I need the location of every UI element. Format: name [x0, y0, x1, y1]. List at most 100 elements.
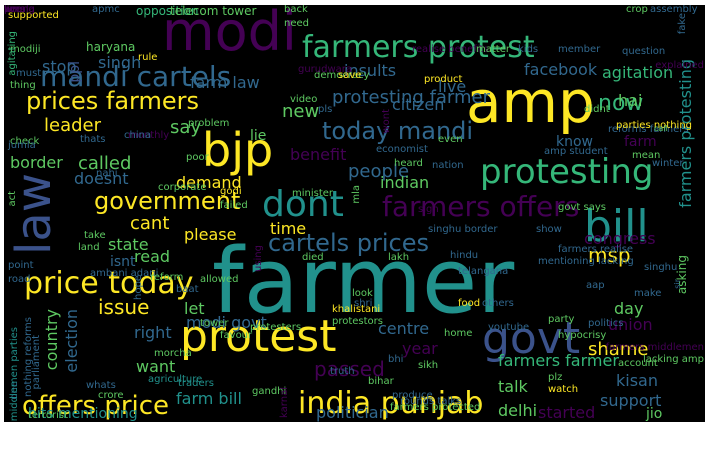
word: tower: [200, 318, 229, 329]
word: farm bill: [176, 389, 242, 408]
word: farmer: [212, 229, 515, 334]
word: kids: [518, 44, 539, 55]
word: sir: [673, 279, 682, 289]
word: lakh: [388, 252, 410, 263]
word: even: [438, 134, 463, 145]
word: call: [654, 124, 668, 133]
word: watch: [548, 384, 579, 395]
word: home: [444, 328, 473, 339]
word: state: [108, 235, 149, 254]
word: mentioning lacking: [538, 256, 634, 267]
word: indian: [380, 173, 430, 192]
word: election: [62, 309, 81, 373]
word: food: [458, 298, 481, 309]
word: problem: [188, 118, 230, 129]
word: farmers middlemen: [605, 342, 704, 353]
word: must: [16, 68, 42, 79]
word: corporate: [158, 182, 207, 193]
word: favour: [220, 330, 253, 341]
word: msp: [588, 243, 631, 267]
word: isnt: [110, 254, 136, 270]
word: india punjab: [298, 386, 484, 421]
word: lacking amp: [642, 354, 704, 365]
word: aap: [586, 280, 605, 291]
word: telangana: [458, 266, 509, 277]
word: parliament: [31, 335, 42, 390]
word: prices farmers: [26, 87, 199, 115]
word: failed: [220, 200, 248, 211]
word: supported: [8, 10, 59, 21]
word: dont: [262, 184, 344, 225]
word: shame: [588, 339, 649, 360]
word: today mandi: [322, 117, 474, 145]
word: khalistani: [332, 304, 381, 315]
word: wrong: [4, 5, 35, 15]
word: farmers protected: [390, 402, 481, 413]
word: using: [253, 245, 264, 273]
word: benefit: [290, 145, 347, 164]
word: member: [558, 44, 601, 55]
word: land: [78, 242, 100, 253]
word: now: [598, 91, 644, 116]
word: produce: [392, 390, 433, 401]
word: day: [614, 299, 644, 318]
word: centre: [378, 319, 430, 338]
word: please: [184, 225, 237, 244]
word: make: [634, 288, 662, 299]
word: singh: [98, 53, 142, 72]
word: baat: [176, 284, 199, 295]
word: take: [84, 230, 106, 241]
word: account: [618, 358, 658, 369]
word: govt says: [558, 202, 606, 213]
word: need: [284, 18, 309, 29]
word: crop: [626, 5, 648, 15]
word: read: [134, 247, 171, 266]
word: mean: [632, 150, 661, 161]
word: nation: [432, 160, 464, 171]
word: haryana: [86, 40, 136, 54]
word: reform: [150, 272, 184, 283]
word: truth: [330, 366, 355, 377]
word: facebook: [524, 60, 598, 79]
word: demand: [176, 173, 242, 192]
word: protest: [180, 311, 337, 362]
word: mla: [351, 185, 362, 204]
word: wont: [381, 109, 392, 134]
word: offers price: [22, 391, 170, 421]
word: parties nothing: [616, 120, 693, 131]
word: thing: [10, 80, 36, 91]
word: road: [8, 274, 31, 285]
word: democracy: [314, 70, 370, 81]
word: doesnt: [74, 169, 129, 188]
word: farmers realise: [558, 244, 634, 255]
word: farm: [624, 134, 657, 150]
word: farmers farmer: [498, 351, 619, 370]
word: congress: [584, 229, 656, 248]
word: hindu: [450, 250, 479, 261]
word: thats: [80, 134, 106, 145]
word: winter: [652, 158, 684, 169]
word: know: [556, 134, 593, 150]
word: agitating: [7, 31, 18, 76]
word: whats: [86, 380, 116, 391]
word: video: [290, 94, 318, 105]
word: new: [282, 101, 320, 122]
word: pms: [4, 5, 26, 15]
word: cant: [130, 213, 170, 234]
word: live: [438, 77, 467, 96]
word: support: [600, 391, 662, 410]
word: law: [6, 173, 62, 256]
word: issue: [98, 295, 150, 319]
word: singhu: [644, 262, 678, 273]
word: insults: [344, 61, 397, 80]
word: economist: [376, 144, 428, 155]
word: karnal: [279, 387, 290, 418]
word: kerala: [4, 5, 35, 15]
word: monthly: [128, 130, 170, 141]
word: didnt: [584, 104, 610, 115]
word: protesting: [480, 152, 654, 192]
word: heard: [394, 158, 423, 169]
word: save: [338, 70, 362, 81]
word: bjp: [202, 123, 274, 177]
